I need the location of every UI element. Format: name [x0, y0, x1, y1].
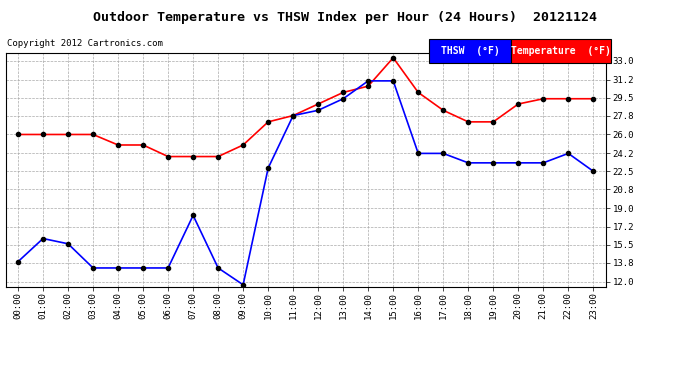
- Text: THSW  (°F): THSW (°F): [440, 46, 500, 56]
- Text: Temperature  (°F): Temperature (°F): [511, 46, 611, 56]
- Text: Outdoor Temperature vs THSW Index per Hour (24 Hours)  20121124: Outdoor Temperature vs THSW Index per Ho…: [93, 11, 597, 24]
- Text: Copyright 2012 Cartronics.com: Copyright 2012 Cartronics.com: [7, 39, 163, 48]
